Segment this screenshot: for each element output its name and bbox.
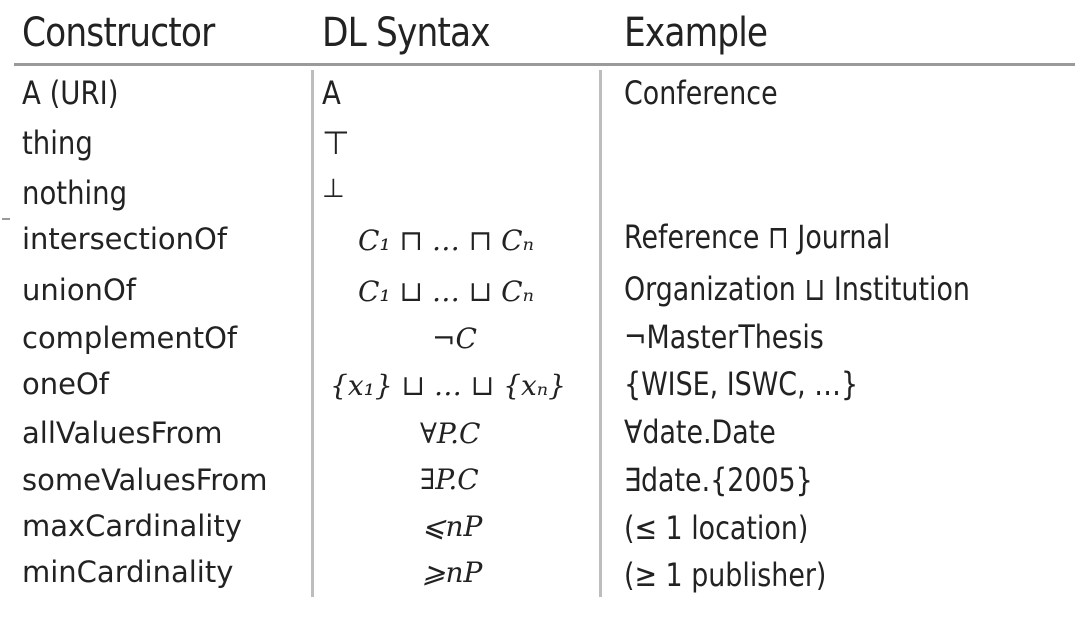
row-intersectionof-constructor: intersectionOf [22, 222, 228, 256]
row-allvaluesfrom-dl: ∀P.C [420, 417, 481, 450]
margin-tick [2, 218, 10, 220]
row-mincardinality-dl: ⩾nP [422, 556, 483, 589]
row-somevaluesfrom-dl: ∃P.C [420, 463, 479, 496]
row-maxcardinality-example: (≤ 1 location) [624, 509, 809, 547]
column-divider-1 [311, 70, 314, 597]
row-somevaluesfrom-example: ∃date.{2005} [624, 461, 813, 499]
row-intersectionof-dl: C₁ ⊓ … ⊓ Cₙ [358, 224, 534, 257]
row-mincardinality-example: (≥ 1 publisher) [624, 556, 827, 594]
header-dl-syntax: DL Syntax [322, 10, 491, 56]
row-oneof-dl: {x₁} ⊔ … ⊔ {xₙ} [330, 369, 566, 402]
row-mincardinality-constructor: minCardinality [22, 555, 234, 589]
row-complementof-dl: ¬C [432, 322, 477, 355]
row-unionof-example: Organization ⊔ Institution [624, 270, 970, 308]
header-example: Example [624, 10, 768, 56]
column-divider-2 [599, 70, 602, 597]
row-thing-constructor: thing [22, 124, 93, 162]
row-unionof-dl: C₁ ⊔ … ⊔ Cₙ [358, 275, 534, 308]
row-thing-dl: ⊤ [322, 124, 350, 162]
row-allvaluesfrom-example: ∀date.Date [624, 413, 776, 451]
row-maxcardinality-dl: ⩽nP [422, 510, 483, 543]
row-nothing-constructor: nothing [22, 174, 128, 212]
row-a-uri-example: Conference [624, 74, 778, 112]
row-oneof-constructor: oneOf [22, 367, 109, 401]
row-nothing-dl: ⊥ [322, 174, 345, 204]
row-maxcardinality-constructor: maxCardinality [22, 509, 242, 543]
row-a-uri-dl: A [322, 74, 341, 112]
row-somevaluesfrom-constructor: someValuesFrom [22, 463, 268, 497]
row-intersectionof-example: Reference ⊓ Journal [624, 218, 891, 256]
row-unionof-constructor: unionOf [22, 273, 136, 307]
row-oneof-example: {WISE, ISWC, …} [624, 365, 859, 403]
row-complementof-example: ¬MasterThesis [624, 318, 824, 356]
row-a-uri-constructor: A (URI) [22, 74, 119, 112]
row-complementof-constructor: complementOf [22, 321, 238, 355]
row-allvaluesfrom-constructor: allValuesFrom [22, 416, 223, 450]
header-rule [14, 63, 1075, 66]
header-constructor: Constructor [22, 10, 215, 56]
